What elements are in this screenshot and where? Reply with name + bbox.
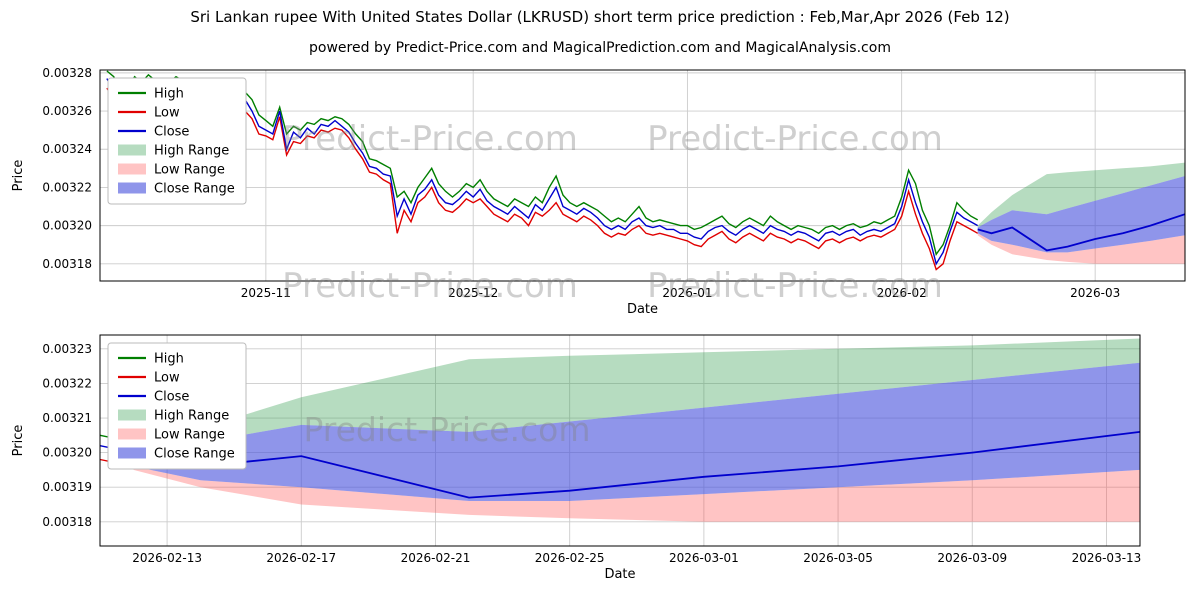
low-range-band bbox=[977, 233, 1185, 264]
legend-label: Close bbox=[154, 125, 189, 140]
plot-frame bbox=[99, 334, 1141, 547]
legend-label: Close Range bbox=[154, 182, 235, 197]
y-tick-label: 0.00322 bbox=[42, 376, 92, 390]
high-line bbox=[106, 70, 979, 256]
legend-label: High Range bbox=[154, 144, 229, 159]
y-tick-label: 0.00318 bbox=[42, 257, 92, 271]
x-tick-label: 2026-03-05 bbox=[803, 551, 873, 565]
legend-item-high-range: High Range bbox=[118, 144, 229, 159]
x-tick-label: 2026-02 bbox=[877, 286, 927, 300]
y-axis-label: Price bbox=[11, 425, 26, 457]
legend-box bbox=[107, 342, 247, 470]
legend-item-high: High bbox=[118, 352, 184, 367]
close-range-swatch-patch bbox=[118, 447, 146, 459]
low-range-swatch-patch bbox=[118, 428, 146, 440]
legend-label: Close Range bbox=[154, 447, 235, 462]
legend-box bbox=[107, 77, 247, 205]
y-tick-label: 0.00328 bbox=[42, 66, 92, 80]
low-range-band bbox=[133, 466, 1140, 522]
close-line bbox=[106, 78, 979, 266]
figure-title: Sri Lankan rupee With United States Doll… bbox=[190, 8, 1010, 26]
legend-item-low: Low bbox=[118, 371, 180, 386]
y-tick-label: 0.00320 bbox=[42, 219, 92, 233]
plot-frame bbox=[99, 69, 1186, 282]
watermark-text: Predict-Price.com bbox=[303, 410, 590, 449]
chart-history: 2025-11 2025-12 2026-01 2026-02 2026-03 0.003… bbox=[11, 66, 1186, 317]
legend-item-close: Close bbox=[118, 390, 189, 405]
x-tick-label: 2026-01 bbox=[662, 286, 712, 300]
legend-label: Low bbox=[154, 371, 180, 386]
x-axis-label: Date bbox=[627, 302, 658, 317]
legend-label: Low Range bbox=[154, 163, 225, 178]
high-range-swatch-patch bbox=[118, 144, 146, 156]
watermark-text: Predict-Price.com bbox=[282, 119, 578, 159]
y-tick-label: 0.00318 bbox=[42, 515, 92, 529]
legend: High Low Close High Range Low Range Close Ran… bbox=[107, 342, 247, 470]
high-range-band bbox=[977, 162, 1185, 228]
y-tick-label: 0.00326 bbox=[42, 104, 92, 118]
x-tick-label: 2026-02-21 bbox=[401, 551, 471, 565]
legend-item-low: Low bbox=[118, 106, 180, 121]
watermark-text: Predict-Price.com bbox=[647, 119, 943, 159]
y-tick-label: 0.00321 bbox=[42, 411, 92, 425]
x-tick-label: 2026-03-01 bbox=[669, 551, 739, 565]
y-axis-label: Price bbox=[11, 160, 26, 192]
legend-item-close-range: Close Range bbox=[118, 447, 235, 462]
y-tick-label: 0.00322 bbox=[42, 180, 92, 194]
legend-label: Low Range bbox=[154, 428, 225, 443]
legend-label: Close bbox=[154, 390, 189, 405]
x-tick-label: 2026-02-17 bbox=[266, 551, 336, 565]
legend: High Low Close High Range Low Range Close Ran… bbox=[107, 77, 247, 205]
x-axis-label: Date bbox=[604, 567, 635, 582]
x-tick-label: 2026-02-13 bbox=[132, 551, 202, 565]
legend-item-close-range: Close Range bbox=[118, 182, 235, 197]
legend-item-close: Close bbox=[118, 125, 189, 140]
legend-label: High bbox=[154, 87, 184, 102]
y-tick-label: 0.00320 bbox=[42, 446, 92, 460]
legend-item-high: High bbox=[118, 87, 184, 102]
x-tick-label: 2026-03-09 bbox=[937, 551, 1007, 565]
legend-label: High bbox=[154, 352, 184, 367]
x-tick-label: 2025-11 bbox=[241, 286, 291, 300]
high-range-band bbox=[133, 338, 1140, 457]
x-tick-label: 2025-12 bbox=[448, 286, 498, 300]
legend-item-low-range: Low Range bbox=[118, 428, 225, 443]
x-tick-label: 2026-02-25 bbox=[535, 551, 605, 565]
close-range-swatch-patch bbox=[118, 182, 146, 194]
y-tick-label: 0.00319 bbox=[42, 480, 92, 494]
low-range-swatch-patch bbox=[118, 163, 146, 175]
x-tick-label: 2026-03 bbox=[1070, 286, 1120, 300]
watermark-text: Predict-Price.com bbox=[282, 266, 578, 306]
legend-item-low-range: Low Range bbox=[118, 163, 225, 178]
watermark-text: Predict-Price.com bbox=[647, 266, 943, 306]
figure-subtitle: powered by Predict-Price.com and Magical… bbox=[309, 40, 891, 56]
legend-label: High Range bbox=[154, 409, 229, 424]
close-range-band bbox=[977, 176, 1185, 253]
low-line bbox=[106, 87, 979, 271]
high-range-swatch-patch bbox=[118, 409, 146, 421]
chart-forecast: 2026-02-13 2026-02-17 2026-02-21 2026-02-25… bbox=[11, 334, 1142, 582]
close-range-band bbox=[133, 362, 1140, 501]
x-tick-label: 2026-03-13 bbox=[1072, 551, 1142, 565]
legend-item-high-range: High Range bbox=[118, 409, 229, 424]
y-tick-label: 0.00323 bbox=[42, 342, 92, 356]
close-forecast-line bbox=[977, 213, 1186, 252]
y-tick-label: 0.00324 bbox=[42, 142, 92, 156]
legend-label: Low bbox=[154, 106, 180, 121]
